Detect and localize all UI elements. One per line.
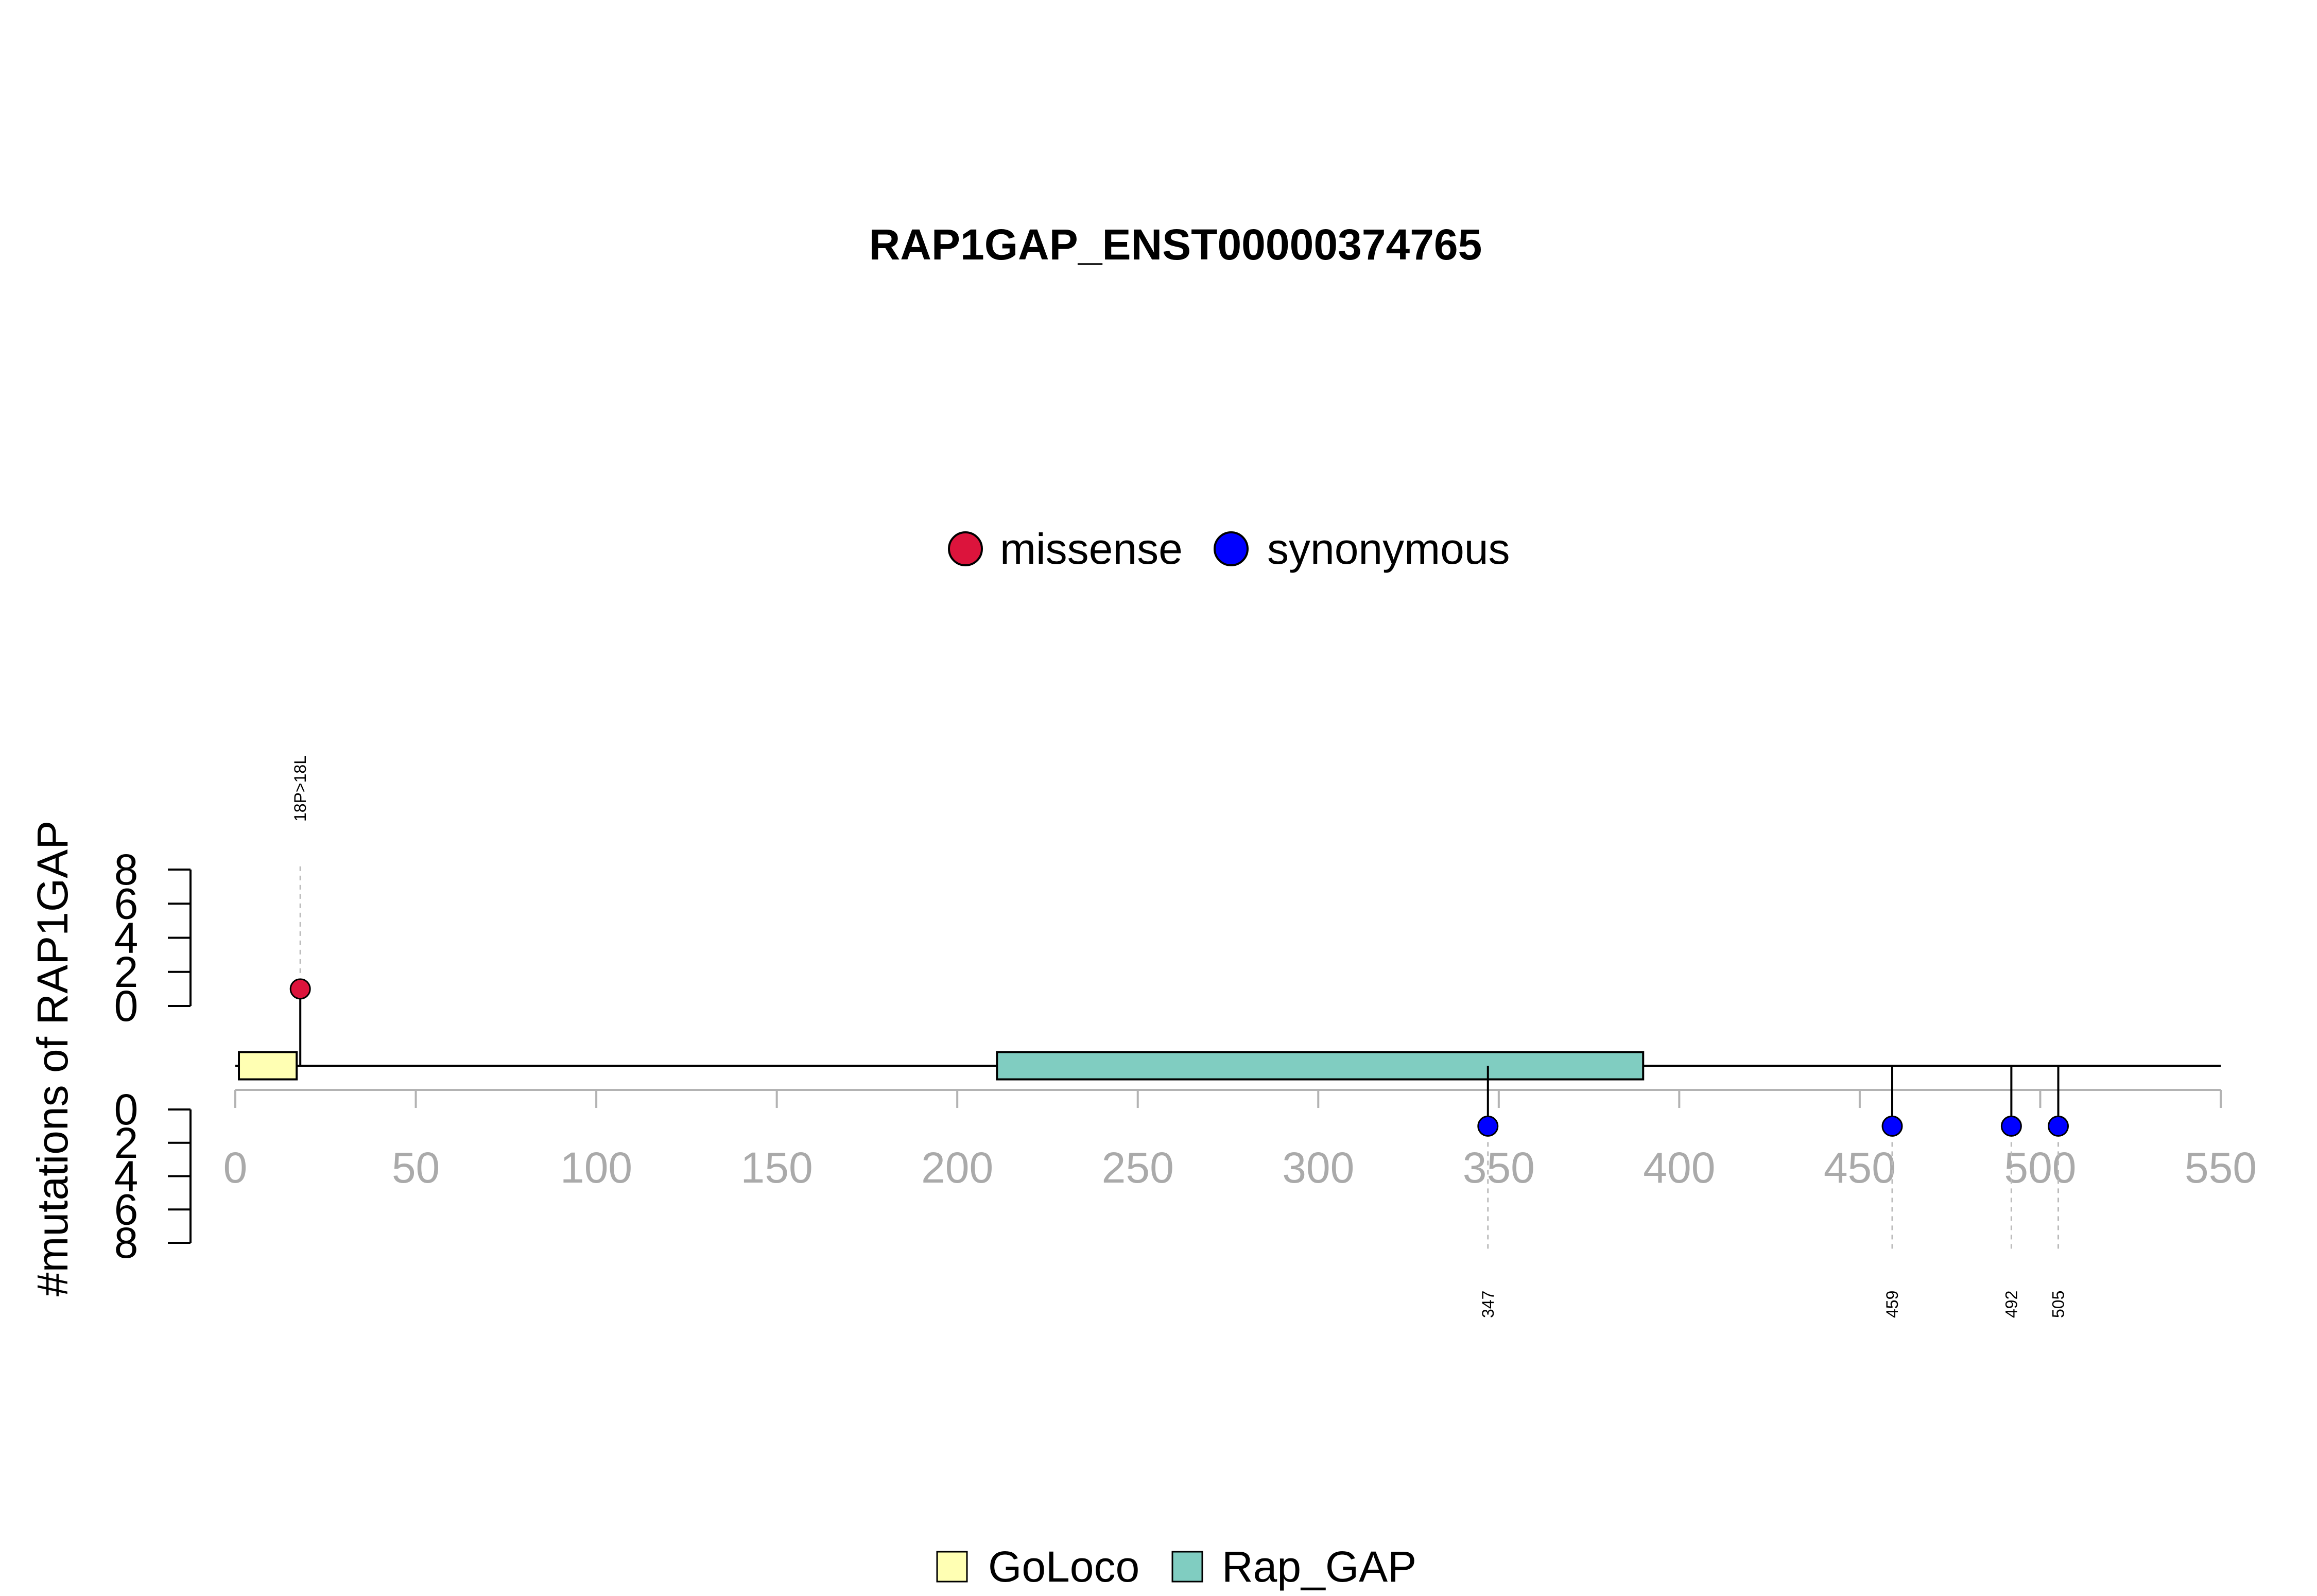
mutation-label: 505 xyxy=(2049,1291,2068,1318)
x-tick-label: 0 xyxy=(223,1143,248,1192)
mutation-label: 347 xyxy=(1479,1291,1497,1318)
x-tick-label: 250 xyxy=(1102,1143,1174,1192)
mutation-legend-label: missense xyxy=(1000,525,1183,573)
x-tick-label: 150 xyxy=(741,1143,813,1192)
mutation-label: 18P>18L xyxy=(291,755,309,822)
x-tick-label: 200 xyxy=(921,1143,993,1192)
x-tick-label: 50 xyxy=(392,1143,440,1192)
protein-track xyxy=(235,1051,2221,1081)
domain-box xyxy=(996,1051,1645,1081)
mutation-point xyxy=(2000,1115,2022,1137)
x-tick-label: 300 xyxy=(1282,1143,1354,1192)
domain-box xyxy=(238,1051,298,1081)
mutation-point xyxy=(1881,1115,1903,1137)
lower-y-tick-label: 6 xyxy=(114,1185,139,1234)
domain-legend-swatch xyxy=(936,1551,968,1583)
mutation-legend-marker xyxy=(1214,531,1249,566)
x-tick-label: 500 xyxy=(2004,1143,2076,1192)
mutation-label: 492 xyxy=(2002,1291,2020,1318)
lower-y-tick-label: 0 xyxy=(114,1085,139,1134)
lower-y-tick-label: 4 xyxy=(114,1152,139,1201)
mutation-legend-marker xyxy=(948,531,983,566)
domain-legend-label: GoLoco xyxy=(988,1542,1139,1591)
mutation-label: 459 xyxy=(1883,1291,1901,1318)
upper-y-tick-label: 4 xyxy=(114,914,139,962)
domain-legend-swatch xyxy=(1171,1551,1203,1583)
upper-y-tick-label: 6 xyxy=(114,879,139,928)
x-tick-label: 550 xyxy=(2185,1143,2257,1192)
upper-y-tick-label: 2 xyxy=(114,948,139,996)
y-axis-label: #mutations of RAP1GAP xyxy=(28,821,77,1296)
domain-legend: GoLoco Rap_GAP xyxy=(936,1542,1416,1591)
mutations: 18P>18L 347 459 492 505 xyxy=(289,755,2069,1318)
x-tick-label: 350 xyxy=(1463,1143,1535,1192)
upper-y-tick-label: 8 xyxy=(114,845,139,894)
lower-y-tick-label: 8 xyxy=(114,1219,139,1267)
mutation-point xyxy=(2048,1115,2069,1137)
x-tick-label: 450 xyxy=(1824,1143,1896,1192)
mutation-point xyxy=(1477,1115,1499,1137)
lower-y-tick-label: 2 xyxy=(114,1119,139,1167)
mutation-point xyxy=(289,978,311,1000)
domain-legend-label: Rap_GAP xyxy=(1222,1542,1416,1591)
upper-y-tick-label: 0 xyxy=(114,982,139,1030)
mutation-legend: missense synonymous xyxy=(948,525,1510,573)
chart-title: RAP1GAP_ENST00000374765 xyxy=(869,220,1482,269)
x-tick-label: 100 xyxy=(560,1143,632,1192)
mutation-legend-label: synonymous xyxy=(1267,525,1510,573)
x-tick-label: 400 xyxy=(1643,1143,1715,1192)
